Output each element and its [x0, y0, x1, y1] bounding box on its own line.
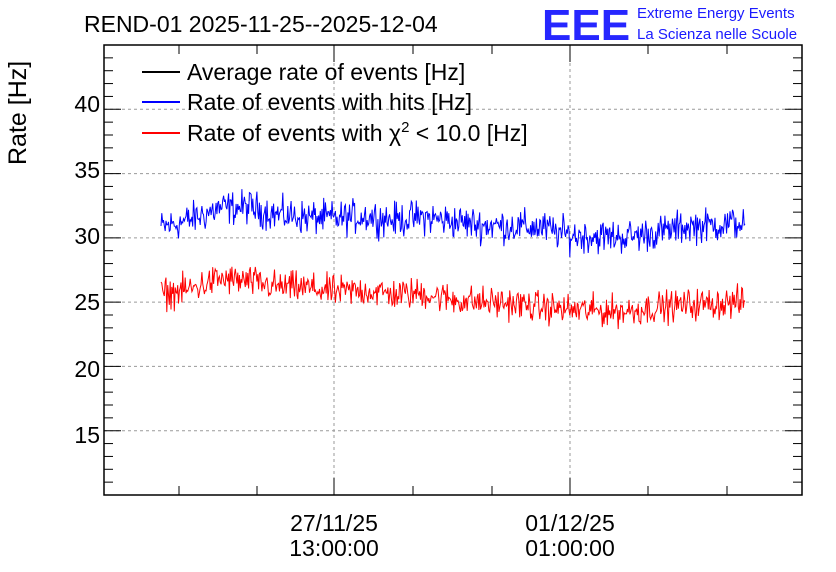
chart-title: REND-01 2025-11-25--2025-12-04	[84, 11, 438, 37]
y-tick-label: 40	[74, 91, 100, 117]
logo-line-2: La Scienza nelle Scuole	[637, 26, 797, 43]
axis-ticks	[104, 45, 802, 495]
legend-chi2-prefix: Rate of events with χ	[187, 120, 401, 146]
logo-line-1: Extreme Energy Events	[637, 5, 795, 22]
x-tick-label-time: 01:00:00	[525, 535, 615, 561]
legend-label-chi2: Rate of events with χ2 < 10.0 [Hz]	[187, 119, 528, 146]
legend-chi2-superscript: 2	[401, 119, 409, 136]
y-tick-label: 25	[74, 289, 100, 315]
legend-chi2-suffix: < 10.0 [Hz]	[409, 120, 527, 146]
y-tick-label: 20	[74, 356, 100, 382]
y-tick-label: 15	[74, 422, 100, 448]
legend: Average rate of events [Hz] Rate of even…	[142, 59, 528, 146]
series-line-chi2	[160, 266, 746, 330]
plot-frame	[103, 44, 803, 496]
legend-label-average: Average rate of events [Hz]	[187, 59, 465, 85]
legend-label-hits: Rate of events with hits [Hz]	[187, 89, 472, 115]
x-tick-label-time: 13:00:00	[289, 535, 379, 561]
y-tick-label: 35	[74, 157, 100, 183]
y-tick-labels: 15 20 25 30 35 40	[74, 91, 100, 448]
x-tick-label-date: 27/11/25	[290, 510, 378, 536]
series-line-hits	[160, 189, 746, 258]
y-tick-label: 30	[74, 223, 100, 249]
x-tick-label-date: 01/12/25	[525, 510, 615, 536]
series-layer	[160, 189, 746, 330]
eee-logo-mark: EEE	[542, 1, 630, 50]
y-axis-label: Rate [Hz]	[4, 61, 32, 165]
grid-lines	[104, 45, 802, 495]
x-tick-labels: 27/11/25 13:00:00 01/12/25 01:00:00	[289, 510, 615, 561]
